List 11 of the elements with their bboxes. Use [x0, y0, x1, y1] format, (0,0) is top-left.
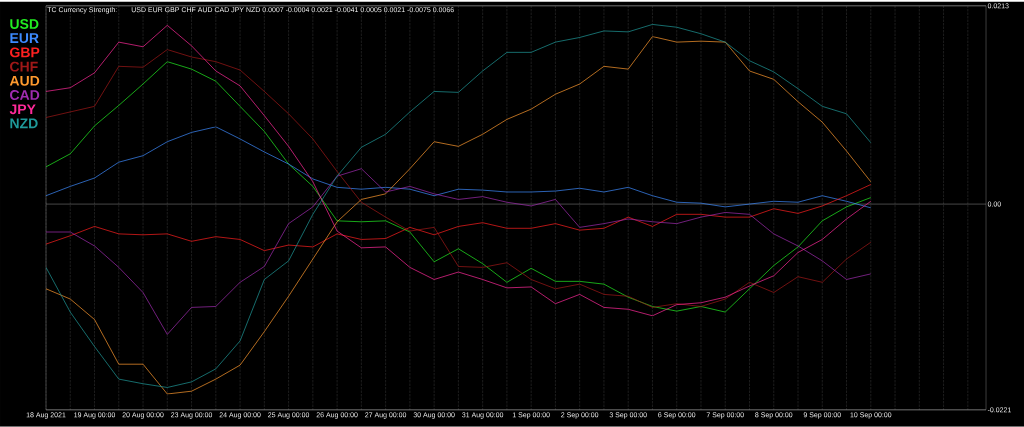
line-series	[46, 126, 872, 209]
text: EUR	[10, 33, 39, 44]
text: CAD	[10, 90, 40, 101]
line-series	[46, 168, 872, 335]
line-series	[46, 184, 872, 252]
text: USD	[10, 19, 39, 30]
text: GBP	[10, 47, 40, 58]
text: CHF	[10, 61, 38, 72]
series-label: JPY	[9, 104, 36, 115]
text: NZD	[10, 118, 38, 129]
text: AUD	[9, 76, 40, 86]
